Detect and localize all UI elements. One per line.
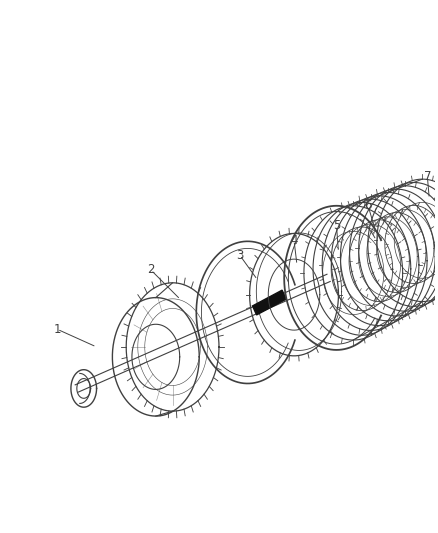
Text: 1: 1 xyxy=(53,322,61,336)
Text: 6: 6 xyxy=(364,199,372,212)
Text: 3: 3 xyxy=(236,249,244,262)
Text: 5: 5 xyxy=(333,219,340,232)
Text: 2: 2 xyxy=(147,263,155,277)
Polygon shape xyxy=(253,290,286,315)
Text: 4: 4 xyxy=(290,234,298,247)
Text: 7: 7 xyxy=(424,169,431,183)
